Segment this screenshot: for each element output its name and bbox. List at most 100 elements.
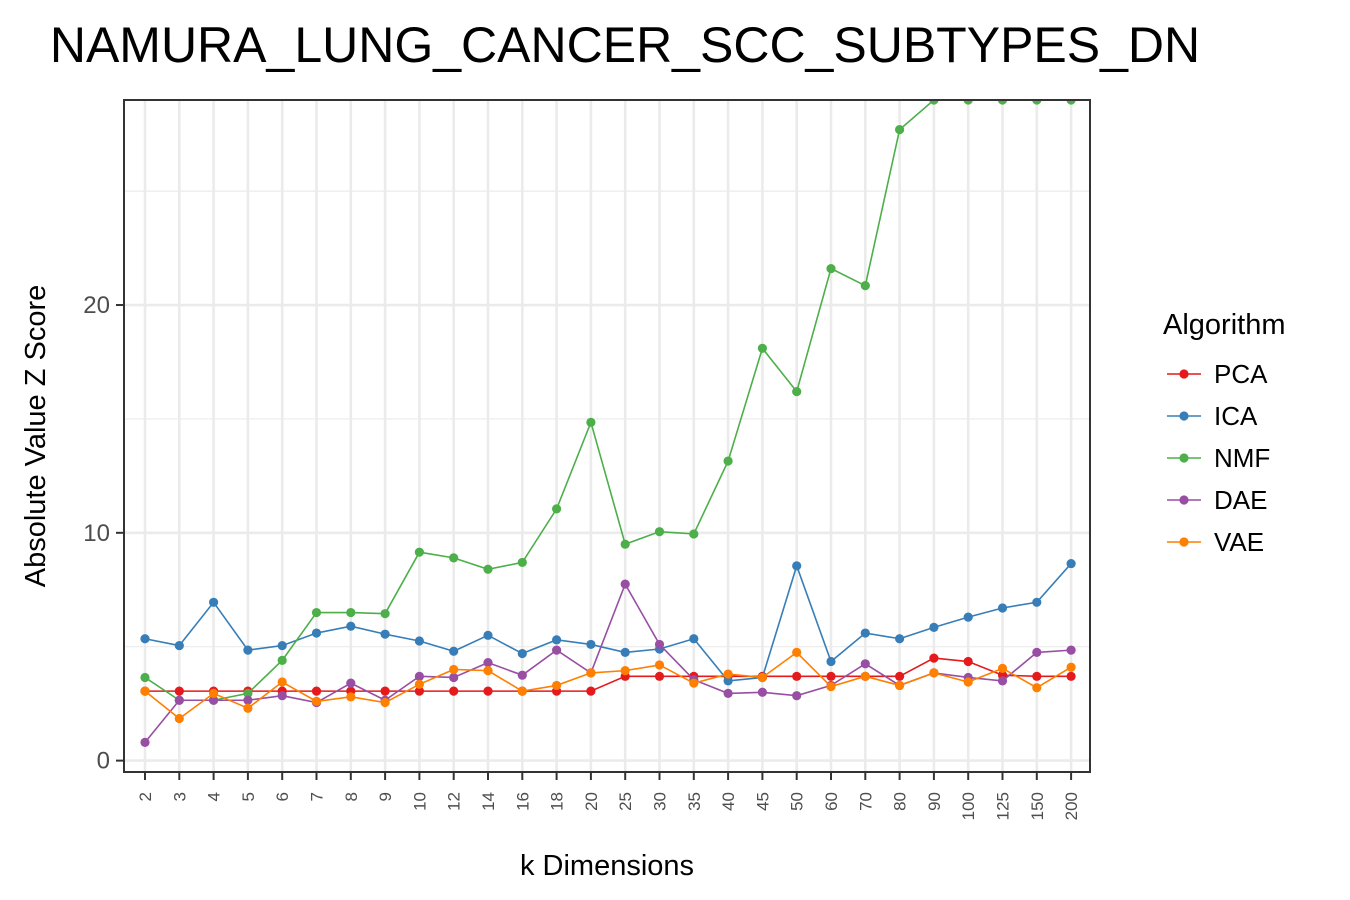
- legend-item-ica: ICA: [1167, 401, 1258, 431]
- data-point-ica: [826, 656, 836, 667]
- data-point-ica: [586, 639, 596, 650]
- x-tick-label: 18: [548, 792, 567, 811]
- plot-panel-border: [123, 99, 1091, 773]
- data-point-vae: [654, 660, 665, 670]
- data-point-vae: [277, 677, 287, 687]
- data-point-vae: [895, 680, 905, 691]
- x-axis-title: k Dimensions: [520, 850, 694, 882]
- data-point-ica: [1066, 558, 1076, 569]
- data-point-nmf: [723, 456, 733, 466]
- x-axis: 2 3 4 5 6 7 8 9 10 12 14 16 18 20 25 30 35 40 45 50 60 70 80 90…: [136, 772, 1081, 820]
- data-point-nmf: [243, 688, 253, 699]
- series-nmf: [140, 100, 1076, 705]
- data-point-ica: [174, 640, 184, 651]
- data-point-pca: [380, 686, 390, 696]
- data-point-dae: [517, 670, 527, 680]
- data-point-vae: [757, 672, 768, 683]
- data-point-dae: [140, 737, 150, 747]
- data-point-ica: [311, 628, 322, 638]
- data-point-pca: [895, 671, 905, 681]
- data-point-nmf: [895, 125, 905, 135]
- data-point-vae: [723, 669, 733, 679]
- legend-item-pca: PCA: [1167, 359, 1268, 389]
- data-point-nmf: [826, 263, 836, 274]
- series-line-nmf: [144, 100, 1072, 702]
- legend-label-dae: DAE: [1214, 485, 1267, 515]
- data-point-nmf: [346, 607, 356, 618]
- data-point-pca: [654, 671, 665, 681]
- data-point-ica: [1032, 597, 1042, 607]
- x-tick-label: 150: [1028, 792, 1047, 820]
- legend-key-point-nmf: [1179, 453, 1189, 463]
- x-tick-label: 60: [822, 792, 841, 811]
- data-point-ica: [243, 645, 253, 655]
- legend-label-pca: PCA: [1214, 359, 1268, 389]
- data-point-vae: [997, 663, 1008, 673]
- data-point-dae: [552, 645, 562, 655]
- x-tick-label: 90: [925, 792, 944, 811]
- data-point-vae: [311, 696, 322, 706]
- x-tick-label: 45: [753, 792, 772, 811]
- y-axis-title: Absolute Value Z Score: [20, 285, 52, 588]
- data-point-ica: [895, 634, 905, 644]
- data-point-dae: [620, 579, 630, 589]
- data-point-nmf: [380, 609, 390, 619]
- x-tick-label: 16: [513, 792, 532, 811]
- data-point-nmf: [689, 529, 699, 539]
- data-point-pca: [483, 686, 493, 696]
- data-point-dae: [209, 695, 219, 705]
- data-point-nmf: [311, 607, 322, 618]
- data-point-vae: [826, 681, 836, 692]
- grid-major: [124, 100, 1090, 772]
- data-point-nmf: [792, 386, 802, 397]
- data-point-vae: [586, 668, 596, 678]
- legend-label-ica: ICA: [1214, 401, 1258, 431]
- data-point-pca: [792, 671, 802, 681]
- data-point-nmf: [929, 100, 939, 105]
- data-point-nmf: [517, 557, 527, 568]
- data-point-vae: [517, 686, 527, 696]
- data-point-vae: [1066, 662, 1076, 672]
- data-point-ica: [517, 648, 527, 659]
- x-tick-label: 10: [410, 792, 429, 811]
- data-point-pca: [929, 653, 939, 663]
- data-point-dae: [1066, 645, 1076, 655]
- data-point-nmf: [449, 553, 459, 563]
- data-point-vae: [209, 688, 219, 699]
- data-point-dae: [414, 671, 424, 681]
- data-point-nmf: [586, 417, 596, 427]
- legend-key-point-dae: [1179, 495, 1189, 505]
- x-tick-label: 7: [308, 792, 327, 801]
- legend: Algorithm PCA ICA NMF DAE VAE: [1163, 309, 1286, 557]
- x-tick-label: 5: [239, 792, 258, 801]
- data-point-ica: [792, 561, 802, 571]
- series-vae: [140, 647, 1076, 724]
- data-point-nmf: [963, 100, 973, 105]
- data-point-dae: [346, 678, 356, 688]
- data-point-vae: [174, 713, 184, 724]
- data-point-nmf: [483, 564, 493, 574]
- x-tick-label: 12: [445, 792, 464, 811]
- x-tick-label: 4: [205, 792, 224, 801]
- data-point-dae: [277, 691, 287, 701]
- legend-item-nmf: NMF: [1167, 443, 1270, 473]
- data-point-nmf: [277, 655, 287, 665]
- data-point-ica: [449, 646, 459, 656]
- data-point-ica: [620, 647, 630, 658]
- data-point-vae: [243, 703, 253, 713]
- data-point-nmf: [620, 539, 630, 549]
- x-tick-label: 40: [719, 792, 738, 811]
- data-point-ica: [552, 635, 562, 645]
- data-point-dae: [997, 676, 1008, 686]
- x-tick-label: 125: [994, 792, 1013, 820]
- data-point-pca: [174, 686, 184, 696]
- data-point-ica: [997, 603, 1008, 613]
- data-point-dae: [1032, 647, 1042, 658]
- data-point-ica: [209, 597, 219, 607]
- data-point-nmf: [860, 281, 870, 291]
- data-point-nmf: [552, 504, 562, 514]
- data-point-pca: [449, 686, 459, 696]
- data-point-ica: [140, 634, 150, 644]
- data-point-dae: [792, 691, 802, 701]
